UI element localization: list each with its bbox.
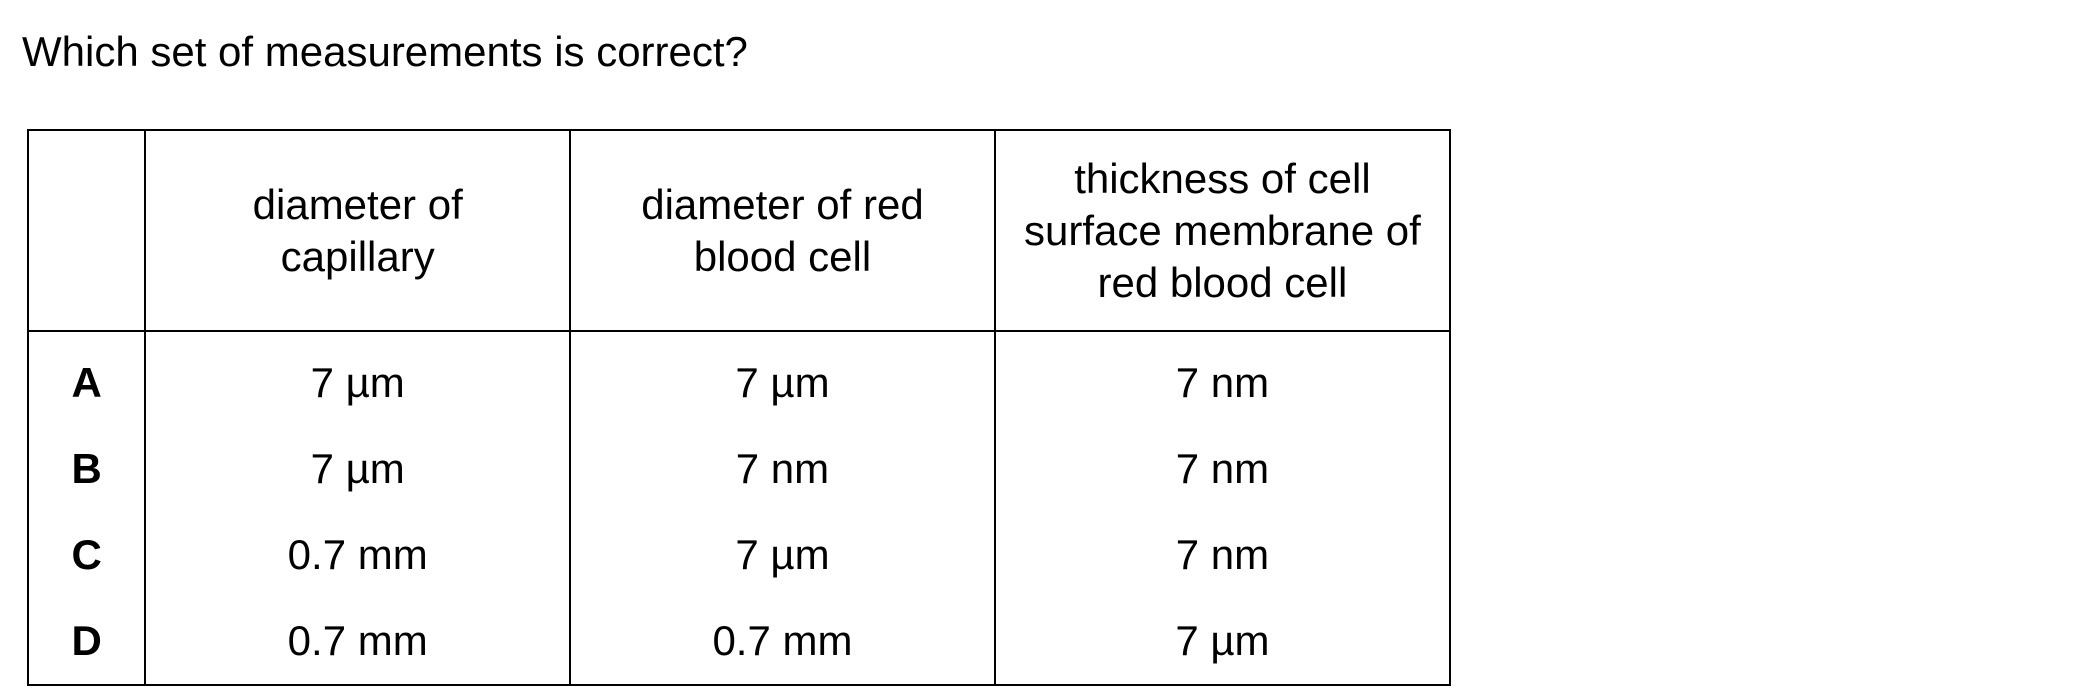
option-label: C (26, 512, 147, 598)
table-cell: 0.7 mm (144, 512, 572, 598)
table-cell: 7 µm (569, 331, 996, 426)
header-capillary-diameter: diameter of capillary (144, 129, 572, 332)
measurements-table: diameter of capillary diameter of red bl… (26, 129, 1452, 686)
table-cell: 7 nm (993, 426, 1452, 512)
table-cell: 7 nm (993, 331, 1452, 426)
table-cell: 7 nm (993, 512, 1452, 598)
table-cell: 7 µm (993, 598, 1452, 686)
option-label: A (26, 331, 147, 426)
table-row: C 0.7 mm 7 µm 7 nm (26, 512, 1452, 598)
table-row: D 0.7 mm 0.7 mm 7 µm (26, 598, 1452, 686)
table-cell: 7 nm (569, 426, 996, 512)
header-membrane-thickness: thickness of cell surface membrane of re… (993, 129, 1452, 332)
table-cell: 7 µm (144, 331, 572, 426)
table-cell: 7 µm (144, 426, 572, 512)
option-label: D (26, 598, 147, 686)
question-text: Which set of measurements is correct? (22, 28, 748, 75)
header-option-blank (26, 129, 147, 332)
table-cell: 0.7 mm (144, 598, 572, 686)
table-cell: 0.7 mm (569, 598, 996, 686)
table-row: A 7 µm 7 µm 7 nm (26, 331, 1452, 426)
header-red-blood-cell-diameter: diameter of red blood cell (569, 129, 996, 332)
option-label: B (26, 426, 147, 512)
table-row: B 7 µm 7 nm 7 nm (26, 426, 1452, 512)
table-header-row: diameter of capillary diameter of red bl… (26, 129, 1452, 332)
table-cell: 7 µm (569, 512, 996, 598)
